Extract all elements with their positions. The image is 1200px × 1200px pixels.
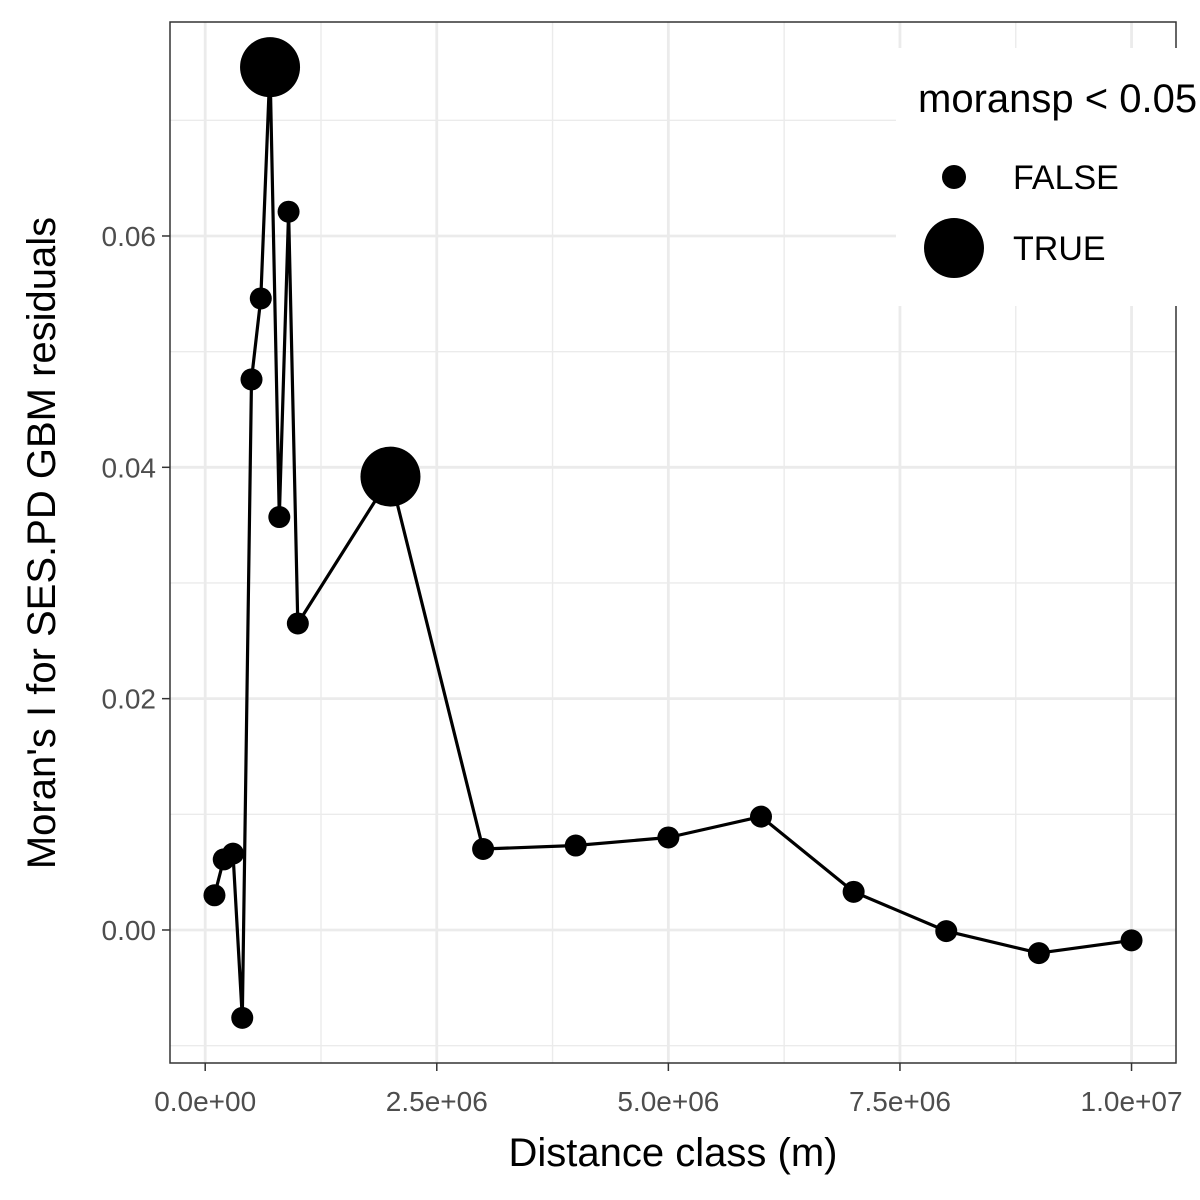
legend-label-true: TRUE <box>1013 230 1106 268</box>
data-point-false <box>564 834 587 857</box>
legend-title: moransp < 0.05 <box>918 77 1197 121</box>
data-point-false <box>842 880 865 903</box>
y-tick-label: 0.02 <box>102 684 157 715</box>
legend: moransp < 0.05 FALSE TRUE <box>896 48 1200 306</box>
data-point-false <box>231 1006 254 1029</box>
x-tick-label: 5.0e+06 <box>617 1086 719 1117</box>
data-point-false <box>286 612 309 635</box>
data-point-false <box>1120 929 1143 952</box>
data-point-false <box>249 287 272 310</box>
data-point-false <box>277 200 300 223</box>
y-tick-label: 0.04 <box>102 452 157 483</box>
data-point-false <box>221 842 244 865</box>
data-point-false <box>203 884 226 907</box>
x-axis: 0.0e+00 2.5e+06 5.0e+06 7.5e+06 1.0e+07 <box>154 1063 1183 1117</box>
legend-key-false <box>942 165 966 189</box>
data-point-true <box>240 37 301 98</box>
x-tick-label: 0.0e+00 <box>154 1086 256 1117</box>
data-point-false <box>472 838 495 861</box>
y-tick-label: 0.00 <box>102 915 157 946</box>
x-tick-label: 2.5e+06 <box>386 1086 488 1117</box>
data-point-true <box>360 446 421 507</box>
data-point-false <box>657 826 680 849</box>
data-point-false <box>1027 942 1050 965</box>
series-layer <box>203 37 1143 1029</box>
x-tick-label: 7.5e+06 <box>849 1086 951 1117</box>
y-tick-label: 0.06 <box>102 221 157 252</box>
panel-border <box>169 21 1177 1064</box>
legend-label-false: FALSE <box>1013 159 1119 197</box>
data-point-false <box>935 920 958 943</box>
x-axis-title: Distance class (m) <box>509 1131 838 1175</box>
legend-key-true <box>924 218 984 278</box>
x-tick-label: 1.0e+07 <box>1081 1086 1183 1117</box>
data-point-false <box>750 805 773 828</box>
data-point-false <box>240 368 263 391</box>
y-axis: 0.00 0.02 0.04 0.06 <box>102 221 170 946</box>
data-point-false <box>268 506 291 529</box>
y-axis-title: Moran's I for SES.PD GBM residuals <box>20 217 64 869</box>
